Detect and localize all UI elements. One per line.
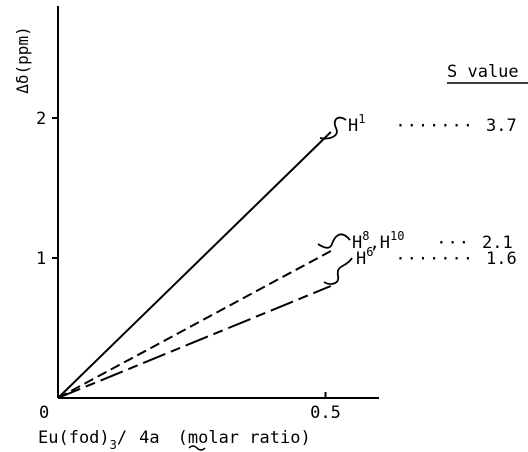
- series-label-main: H: [348, 116, 358, 136]
- series-line-h8-h10: [57, 250, 332, 399]
- series-label-h6: H6: [356, 245, 373, 269]
- series-line-h6: [57, 285, 332, 399]
- x-axis-label-subscript: 3: [110, 438, 117, 452]
- x-axis-label-main: Eu(fod): [38, 428, 110, 448]
- series-label-h1: H1: [348, 112, 365, 136]
- series-label-h8-h10: H8,H10: [352, 229, 404, 253]
- y-tick-label: 2: [36, 109, 46, 129]
- x-tick-label: 0: [39, 403, 49, 423]
- leader-dots-h1: ·······: [395, 116, 474, 136]
- leader-dots-h8-h10: ···: [436, 233, 470, 253]
- callout-arrow-h1: [319, 116, 347, 140]
- callout-arrow-h6: [323, 257, 353, 285]
- s-value-h8-h10: 2.1: [482, 233, 513, 253]
- s-value-header: S value: [447, 62, 519, 82]
- y-axis-label: Δδ(ppm): [13, 26, 32, 93]
- tick-group: 1 2 0 0.5: [36, 109, 341, 423]
- series-label-sup: 6: [366, 245, 373, 259]
- callout-arrow-h8-h10: [317, 233, 351, 249]
- x-axis-label-slash: /: [117, 428, 127, 448]
- x-axis-label: Eu(fod)3/ 4a (molar ratio): [38, 428, 311, 452]
- series-label-tail: ,H: [369, 233, 389, 253]
- series-line-h1: [57, 131, 332, 399]
- callout-group: H1 ······· 3.7H8,H10 ··· 2.1H6 ······· 1.6: [317, 112, 517, 285]
- leader-dots-h6: ·······: [395, 249, 474, 269]
- compound-underline-tilde: [188, 445, 206, 451]
- series-label-sup: 8: [362, 229, 369, 243]
- series-label-main: H: [352, 233, 362, 253]
- y-tick-label: 1: [36, 249, 46, 269]
- series-group: [57, 131, 332, 399]
- x-tick-label: 0.5: [310, 403, 341, 423]
- series-label-main: H: [356, 249, 366, 269]
- s-value-h6: 1.6: [486, 249, 517, 269]
- x-axis-label-units: (molar ratio): [178, 428, 311, 448]
- x-axis-label-compound: 4a: [139, 428, 159, 448]
- series-label-sup: 1: [358, 112, 365, 126]
- s-value-h1: 3.7: [486, 116, 517, 136]
- series-label-sup2: 10: [390, 229, 404, 243]
